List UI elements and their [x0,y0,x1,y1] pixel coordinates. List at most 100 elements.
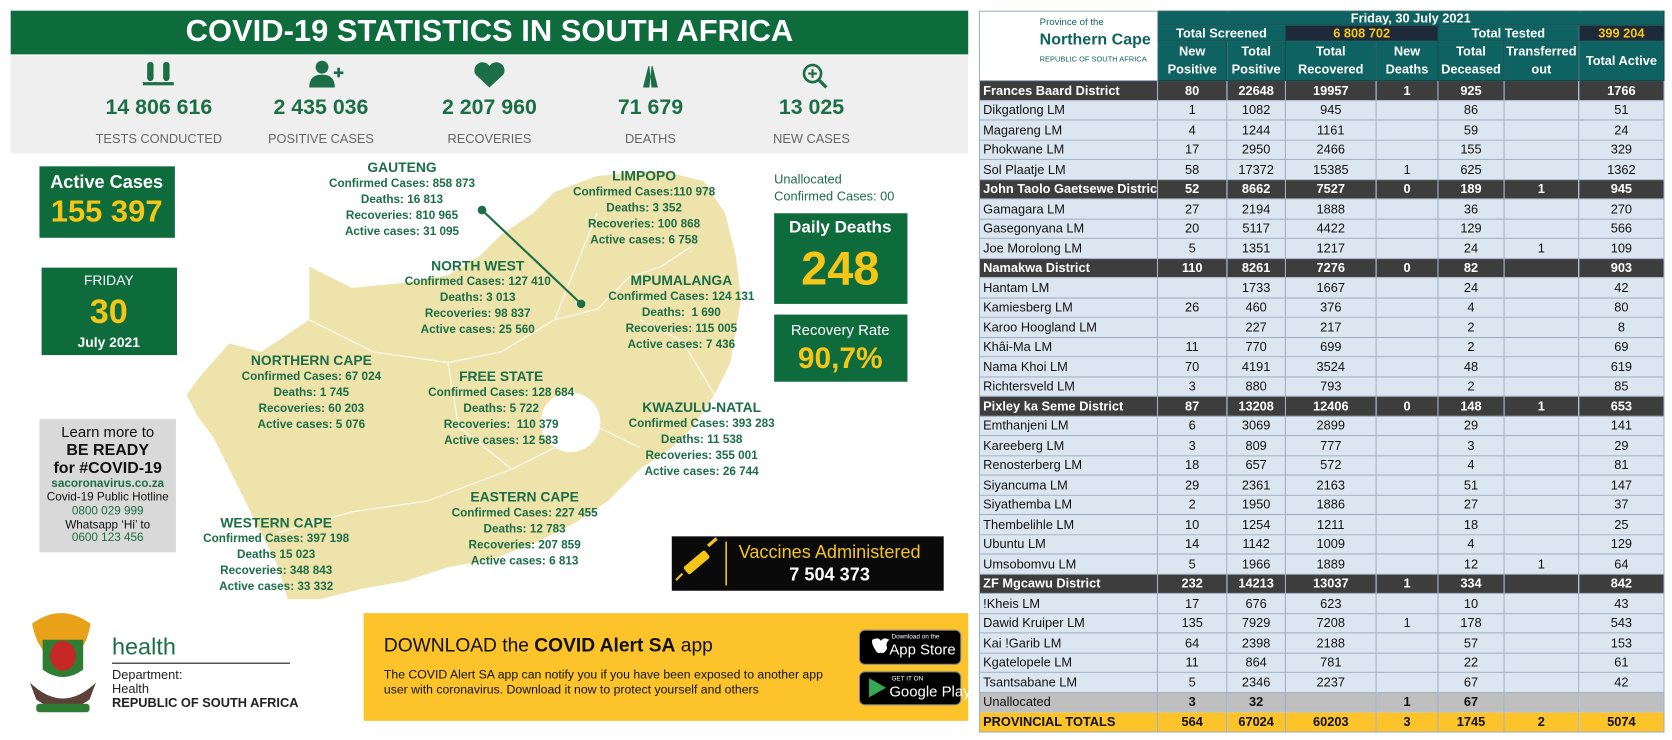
table-cell: 4 [1437,454,1505,476]
table-cell: 87 [1156,395,1228,417]
table-cell [1284,691,1377,713]
screened-label: Total Screened [1156,24,1286,42]
row-name: Namakwa District [978,257,1159,279]
table-cell [1503,198,1580,220]
table-cell: 543 [1578,612,1665,634]
table-cell: 3 [1375,711,1439,733]
column-header: New Deaths [1375,40,1439,82]
active-cases-value: 155 397 [50,194,163,229]
table-cell: 110 [1156,257,1228,279]
table-cell: 29 [1156,474,1228,496]
table-cell: 13037 [1284,573,1377,594]
table-row: Kai !Garib LM 64 2398 2188 57 153 [978,632,1665,654]
table-cell: 18 [1437,513,1505,535]
title: COVID-19 STATISTICS IN SOUTH AFRICA [185,14,794,49]
table-cell: 1 [1375,158,1439,180]
table-cell: 2188 [1284,632,1377,654]
table-body: Friday, 30 July 2021 Total Screened 6 808 … [978,10,1665,733]
row-name: Ubuntu LM [978,533,1159,555]
app-banner-app-name: COVID Alert SA [534,634,676,656]
table-row: Thembelihle LM 10 1254 1211 18 25 [978,513,1665,535]
pointer-dot [477,205,487,215]
table-cell: 1766 [1578,79,1665,101]
table-cell: 8 [1578,316,1665,338]
table-cell: 85 [1578,375,1665,397]
tested-label: Total Tested [1437,24,1580,42]
table-cell [1375,296,1439,318]
row-name: PROVINCIAL TOTALS [978,711,1159,733]
table-cell [1503,356,1580,377]
table-cell [1503,612,1580,634]
table-cell: 1 [1375,573,1439,594]
table-cell [1375,592,1439,614]
table-cell [1375,356,1439,377]
table-row: Kgatelopele LM 11 864 781 22 61 [978,652,1665,673]
department-health: health [111,633,176,661]
table-cell [1503,454,1580,476]
learn-more-box [39,419,176,553]
table-cell: 227 [1226,316,1286,338]
province-stat: Deaths 15 023 [237,548,316,562]
syringe-icon [675,537,718,581]
table-cell: 2 [1437,336,1505,358]
table-cell [1375,435,1439,456]
row-name: Joe Morolong LM [978,237,1159,259]
table-cell [1375,474,1439,496]
table-cell: 699 [1284,336,1377,358]
google-play-button[interactable] [858,671,962,706]
table-cell: 67 [1437,671,1505,693]
province-stat: Recoveries: 60 203 [258,402,365,416]
table-cell: 625 [1437,158,1505,180]
table-cell: 29 [1578,435,1665,456]
table-cell: 1888 [1284,198,1377,220]
table-cell: 3069 [1226,415,1286,437]
province-stat: Confirmed Cases: 858 873 [328,177,476,191]
table-cell [1375,533,1439,555]
icons [142,60,828,89]
table-cell: 81 [1578,454,1665,476]
table-cell [1503,79,1580,101]
table-cell: 147 [1578,474,1665,496]
app-banner-text: The COVID Alert SA app can notify you if… [383,668,823,682]
table-row: Siyancuma LM 29 2361 2163 51 147 [978,474,1665,496]
table-cell [1503,158,1580,180]
logo-title: Northern Cape [1039,30,1151,49]
table-row: Frances Baard District 80 22648 19957 1 925 17… [978,79,1665,101]
row-name: Dikgatlong LM [978,99,1159,121]
stat-label: DEATHS [624,131,676,147]
table-cell [1375,316,1439,338]
date-box [41,267,178,356]
province-stat: Confirmed Cases: 124 131 [608,290,755,304]
table-cell: 57 [1437,632,1505,654]
province-name: FREE STATE [459,368,544,385]
table-cell: 148 [1437,395,1505,417]
table-cell [1375,553,1439,575]
table-cell: 67024 [1226,711,1286,733]
row-name: Khâi-Ma LM [978,336,1159,358]
province-borders [277,213,715,534]
table-cell: 880 [1226,375,1286,397]
table-cell: 270 [1578,198,1665,220]
table-cell: 7929 [1226,612,1286,634]
table-cell: 334 [1437,573,1505,594]
table-cell: 1 [1503,178,1580,200]
table-cell: 29 [1437,415,1505,437]
table-row: Total Screened 6 808 702 Total Tested 399 2… [979,24,1665,42]
province-name: MPUMALANGA [630,272,733,289]
province-name: GAUTENG [367,159,437,176]
table-cell: 0 [1375,178,1439,200]
table-cell: 925 [1437,79,1505,101]
table-cell: 842 [1578,573,1665,594]
row-name: Richtersveld LM [978,375,1159,397]
table-cell: 4422 [1284,218,1377,239]
table-cell [1375,218,1439,239]
recovery-rate-box [774,314,908,382]
table-row: Kareeberg LM 3 809 777 3 29 [978,435,1665,456]
table-cell: 564 [1156,711,1228,733]
learn-more-line: BE READY [66,440,150,460]
table-cell: 24 [1437,277,1505,299]
table-cell: 1362 [1578,158,1665,180]
table-cell: 24 [1437,237,1505,259]
table-cell: 1211 [1284,513,1377,535]
table-row: Nama Khoi LM 70 4191 3524 48 619 [978,356,1665,377]
